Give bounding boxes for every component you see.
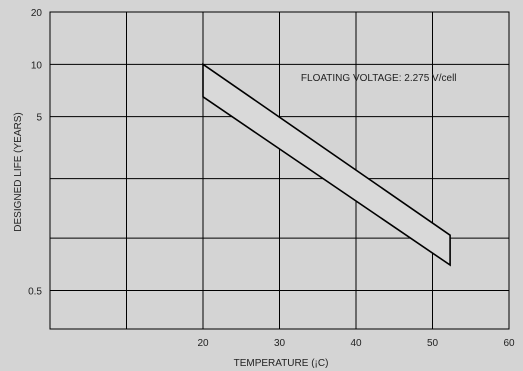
x-axis-label: TEMPERATURE (¡C): [234, 358, 329, 369]
y-tick-label: 5: [36, 113, 42, 124]
designed-life-band: [202, 62, 451, 267]
y-tick-label: 20: [31, 8, 43, 19]
grid-lines: [50, 11, 510, 330]
life-band-area: [202, 62, 451, 267]
x-tick-label: 50: [427, 338, 439, 349]
x-tick-label: 30: [274, 338, 286, 349]
plot-border: [49, 11, 510, 330]
y-axis-label: DESIGNED LIFE (YEARS): [13, 112, 24, 231]
x-tick-label: 20: [197, 338, 209, 349]
annotations: FLOATING VOLTAGE: 2.275 V/cell: [301, 73, 457, 84]
y-tick-label: 0.5: [28, 286, 42, 297]
floating-voltage-annotation: FLOATING VOLTAGE: 2.275 V/cell: [301, 73, 457, 84]
y-tick-label: 10: [31, 60, 43, 71]
x-tick-label: 40: [350, 338, 362, 349]
tick-labels: 20 30 40 50 60 20 10 5 0.5: [28, 8, 515, 349]
x-tick-label: 60: [503, 338, 515, 349]
